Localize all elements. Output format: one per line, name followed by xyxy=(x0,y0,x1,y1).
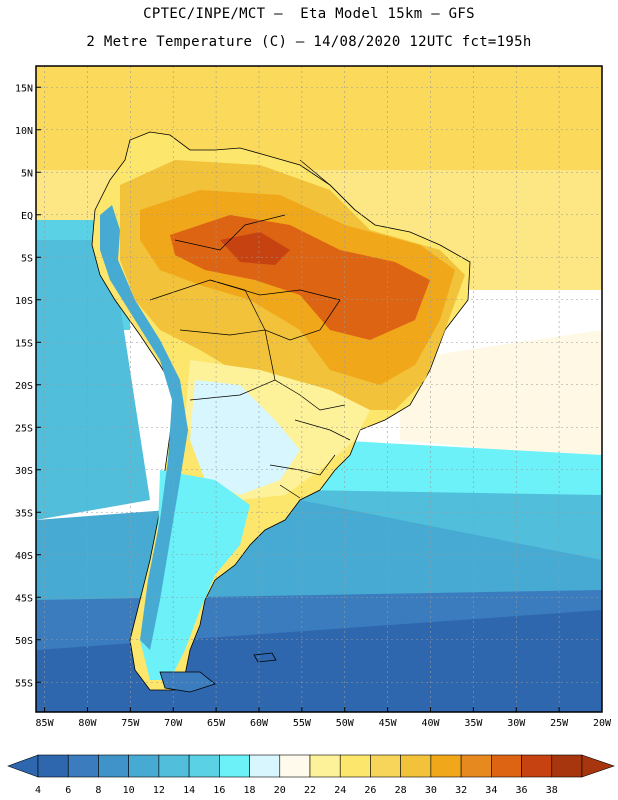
colorbar-swatch xyxy=(37,754,69,778)
colorbar-swatch xyxy=(521,754,553,778)
colorbar-swatch xyxy=(98,754,129,778)
lon-label: 40W xyxy=(421,718,440,729)
lat-label: 15S xyxy=(15,338,33,349)
colorbar-swatch xyxy=(219,754,250,778)
lat-label: 5N xyxy=(21,168,33,179)
latitude-labels: 15N 10N 5N EQ 5S 10S 15S 20S 25S 30S 35S 40S 45S 50S 5… xyxy=(15,83,41,689)
country-borders xyxy=(149,159,356,499)
colorbar-label: 8 xyxy=(95,785,101,796)
colorbar-label: 30 xyxy=(425,785,437,796)
lat-label: 40S xyxy=(15,551,33,562)
colorbar-swatch xyxy=(309,754,341,778)
lon-label: 30W xyxy=(507,718,526,729)
lat-label: 30S xyxy=(15,466,33,477)
lat-label: 35S xyxy=(15,508,33,519)
colorbar-left-arrow xyxy=(7,754,39,778)
colorbar-swatch xyxy=(279,754,311,778)
lon-label: 55W xyxy=(293,718,312,729)
land-temperature-field xyxy=(91,131,471,693)
lat-label: 20S xyxy=(15,381,33,392)
lon-label: 65W xyxy=(207,718,226,729)
colorbar: 4 6 8 10 12 14 16 18 20 22 24 26 28 30 32 34 36 38 xyxy=(7,754,615,796)
lat-label: 15N xyxy=(15,83,33,94)
colorbar-label: 12 xyxy=(153,785,165,796)
andes-cold xyxy=(100,205,188,650)
colorbar-swatch xyxy=(339,754,371,778)
land-peak-zone xyxy=(220,232,290,265)
colorbar-label: 10 xyxy=(123,785,135,796)
colorbar-label: 16 xyxy=(213,785,225,796)
colorbar-label: 18 xyxy=(244,785,256,796)
map-title-line2: 2 Metre Temperature (C) – 14/08/2020 12U… xyxy=(86,34,532,50)
land-south-cool xyxy=(190,380,300,495)
lat-label: 25S xyxy=(15,423,33,434)
colorbar-label: 24 xyxy=(334,785,346,796)
lon-label: 80W xyxy=(78,718,97,729)
lat-label: 10S xyxy=(15,296,33,307)
lon-label: 45W xyxy=(379,718,398,729)
colorbar-swatch xyxy=(188,754,220,778)
lat-label: 50S xyxy=(15,636,33,647)
colorbar-label: 22 xyxy=(304,785,316,796)
map-title-line1: CPTEC/INPE/MCT – Eta Model 15km – GFS xyxy=(143,6,475,22)
lat-label: EQ xyxy=(21,211,33,222)
colorbar-swatch xyxy=(128,754,160,778)
colorbar-swatch xyxy=(370,754,401,778)
longitude-labels: 85W 80W 75W 70W 65W 60W 55W 50W 45W 40W 35W 30W 25W 2… xyxy=(36,707,612,729)
lat-label: 5S xyxy=(21,253,33,264)
colorbar-swatch xyxy=(67,754,99,778)
lon-label: 75W xyxy=(121,718,140,729)
lon-label: 20W xyxy=(593,718,612,729)
colorbar-label: 38 xyxy=(546,785,558,796)
colorbar-label: 32 xyxy=(455,785,467,796)
lon-label: 70W xyxy=(164,718,183,729)
colorbar-label: 20 xyxy=(274,785,286,796)
colorbar-label: 6 xyxy=(65,785,71,796)
lat-label: 10N xyxy=(15,126,33,137)
colorbar-swatch xyxy=(158,754,190,778)
colorbar-swatch xyxy=(491,754,522,778)
ocean-band-cool-pacific xyxy=(36,240,150,520)
map-plot-area xyxy=(36,66,602,712)
lon-label: 85W xyxy=(36,718,55,729)
lon-label: 25W xyxy=(550,718,569,729)
colorbar-label: 36 xyxy=(516,785,528,796)
colorbar-swatch xyxy=(460,754,492,778)
colorbar-label: 26 xyxy=(364,785,376,796)
lat-lon-grid xyxy=(36,66,602,712)
lon-label: 50W xyxy=(336,718,355,729)
colorbar-swatch xyxy=(430,754,462,778)
colorbar-label: 4 xyxy=(35,785,41,796)
lat-label: 45S xyxy=(15,593,33,604)
colorbar-label: 34 xyxy=(485,785,497,796)
colorbar-label: 14 xyxy=(183,785,195,796)
lat-label: 55S xyxy=(15,678,33,689)
colorbar-label: 28 xyxy=(395,785,407,796)
lon-label: 60W xyxy=(250,718,269,729)
colorbar-right-arrow xyxy=(581,754,615,778)
map-frame xyxy=(35,65,603,713)
lon-label: 35W xyxy=(464,718,483,729)
colorbar-swatch xyxy=(400,754,432,778)
falkland-islands xyxy=(253,652,277,663)
colorbar-swatch xyxy=(551,754,583,778)
colorbar-swatch xyxy=(249,754,281,778)
